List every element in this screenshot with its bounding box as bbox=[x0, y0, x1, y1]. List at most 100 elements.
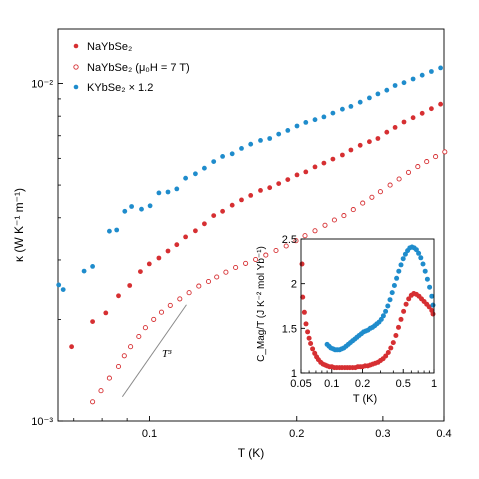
data-point bbox=[303, 169, 309, 175]
guide-line bbox=[121, 304, 187, 398]
inset-data-point bbox=[310, 346, 316, 352]
inset-y-tick-label: 2 bbox=[291, 279, 297, 291]
inset-data-point bbox=[394, 275, 400, 281]
data-point bbox=[106, 375, 112, 381]
data-point bbox=[276, 181, 282, 187]
data-point bbox=[350, 207, 356, 213]
inset-data-point bbox=[301, 309, 307, 315]
inset-data-point bbox=[424, 276, 430, 282]
data-point bbox=[183, 234, 189, 240]
data-point bbox=[312, 117, 318, 123]
data-point bbox=[392, 125, 398, 130]
data-point bbox=[156, 190, 162, 196]
data-point bbox=[156, 255, 162, 261]
inset-data-point bbox=[426, 304, 432, 310]
data-point bbox=[321, 160, 327, 166]
inset-data-point bbox=[305, 329, 311, 335]
data-point bbox=[115, 363, 122, 370]
inset-y-axis-label: C_Mag/T (J K⁻² mol Yb⁻¹) bbox=[256, 246, 267, 362]
main-plot-frame bbox=[57, 28, 445, 422]
data-point bbox=[312, 228, 318, 234]
inset-data-point bbox=[420, 261, 426, 267]
t-cubed-guide bbox=[121, 304, 187, 398]
data-point bbox=[69, 344, 74, 350]
main-x-axis-ticks: 0.1 0.2 0.3 0.4 bbox=[73, 416, 452, 440]
data-point bbox=[229, 151, 235, 157]
inset-data-point bbox=[400, 256, 406, 262]
inset-data-point bbox=[402, 251, 408, 257]
data-point bbox=[340, 152, 345, 158]
inset-data-point bbox=[387, 297, 393, 303]
data-point bbox=[384, 87, 390, 93]
inset-y-tick-label: 2.5 bbox=[282, 234, 297, 246]
main-series-1 bbox=[90, 149, 448, 405]
data-point bbox=[239, 146, 244, 151]
inset-x-tick-label: 0.05 bbox=[290, 378, 311, 390]
data-point bbox=[129, 204, 135, 209]
main-x-axis-label: T (K) bbox=[238, 446, 264, 460]
data-point bbox=[90, 319, 95, 324]
data-point bbox=[302, 233, 308, 239]
legend-marker-nayb-field bbox=[73, 64, 79, 70]
data-point bbox=[375, 91, 381, 97]
inset-data-point bbox=[303, 321, 309, 327]
main-x-tick-label: 0.1 bbox=[142, 428, 157, 440]
inset-x-tick-label: 1 bbox=[431, 378, 437, 390]
inset-x-axis-ticks: 0.05 0.1 0.2 0.5 1 bbox=[290, 369, 437, 390]
inset-data-point bbox=[393, 333, 399, 338]
data-point bbox=[183, 175, 189, 181]
inset-data-point bbox=[406, 296, 412, 302]
inset-data-point bbox=[380, 313, 386, 319]
inset-x-tick-label: 0.1 bbox=[324, 378, 339, 390]
inset-data-point bbox=[383, 353, 389, 359]
main-x-tick-label: 0.4 bbox=[436, 428, 451, 440]
inset-data-point bbox=[429, 293, 435, 299]
data-point bbox=[90, 399, 96, 405]
data-point bbox=[367, 139, 372, 145]
inset-data-point bbox=[385, 350, 391, 355]
data-point bbox=[429, 69, 434, 74]
data-point bbox=[419, 110, 425, 116]
legend-label-nayb: NaYbSe₂ bbox=[87, 41, 132, 53]
data-point bbox=[293, 238, 299, 244]
data-point bbox=[107, 228, 112, 234]
data-point bbox=[321, 114, 327, 120]
data-point bbox=[367, 95, 372, 101]
data-point bbox=[433, 154, 439, 160]
data-point bbox=[202, 221, 207, 227]
inset-x-tick-label: 0.2 bbox=[355, 378, 370, 390]
data-point bbox=[146, 261, 152, 267]
main-y-axis-ticks: 10⁻³ 10⁻² bbox=[31, 78, 63, 428]
data-point bbox=[330, 110, 336, 116]
data-point bbox=[127, 283, 133, 288]
main-data-series bbox=[56, 65, 448, 405]
data-point bbox=[429, 106, 434, 112]
data-point bbox=[438, 65, 443, 71]
inset-data-point bbox=[430, 302, 436, 308]
legend-marker-nayb bbox=[73, 43, 79, 49]
inset-plot: 0.05 0.1 0.2 0.5 1 1 1.5 2 2.5 T (K) C_Mag/T (J… bbox=[256, 234, 437, 405]
inset-data-point bbox=[430, 311, 436, 317]
data-point bbox=[348, 147, 354, 153]
data-point bbox=[220, 154, 226, 159]
data-point bbox=[267, 185, 273, 191]
inset-data-point bbox=[389, 290, 395, 296]
main-y-tick-label: 10⁻³ bbox=[31, 416, 53, 428]
data-point bbox=[401, 119, 407, 125]
data-point bbox=[122, 208, 128, 214]
data-point bbox=[410, 115, 416, 121]
data-point bbox=[239, 197, 244, 203]
data-point bbox=[220, 208, 226, 214]
data-point bbox=[303, 120, 309, 125]
data-point bbox=[186, 290, 192, 296]
inset-y-tick-label: 1.5 bbox=[282, 323, 297, 335]
data-point bbox=[56, 282, 62, 288]
inset-data-point bbox=[388, 345, 394, 351]
inset-data-point bbox=[416, 250, 422, 256]
data-point bbox=[103, 310, 109, 316]
data-point bbox=[276, 131, 282, 137]
inset-data-point bbox=[383, 308, 389, 314]
inset-data-point bbox=[299, 261, 305, 267]
legend-label-kyb: KYbSe₂ × 1.2 bbox=[87, 82, 153, 94]
